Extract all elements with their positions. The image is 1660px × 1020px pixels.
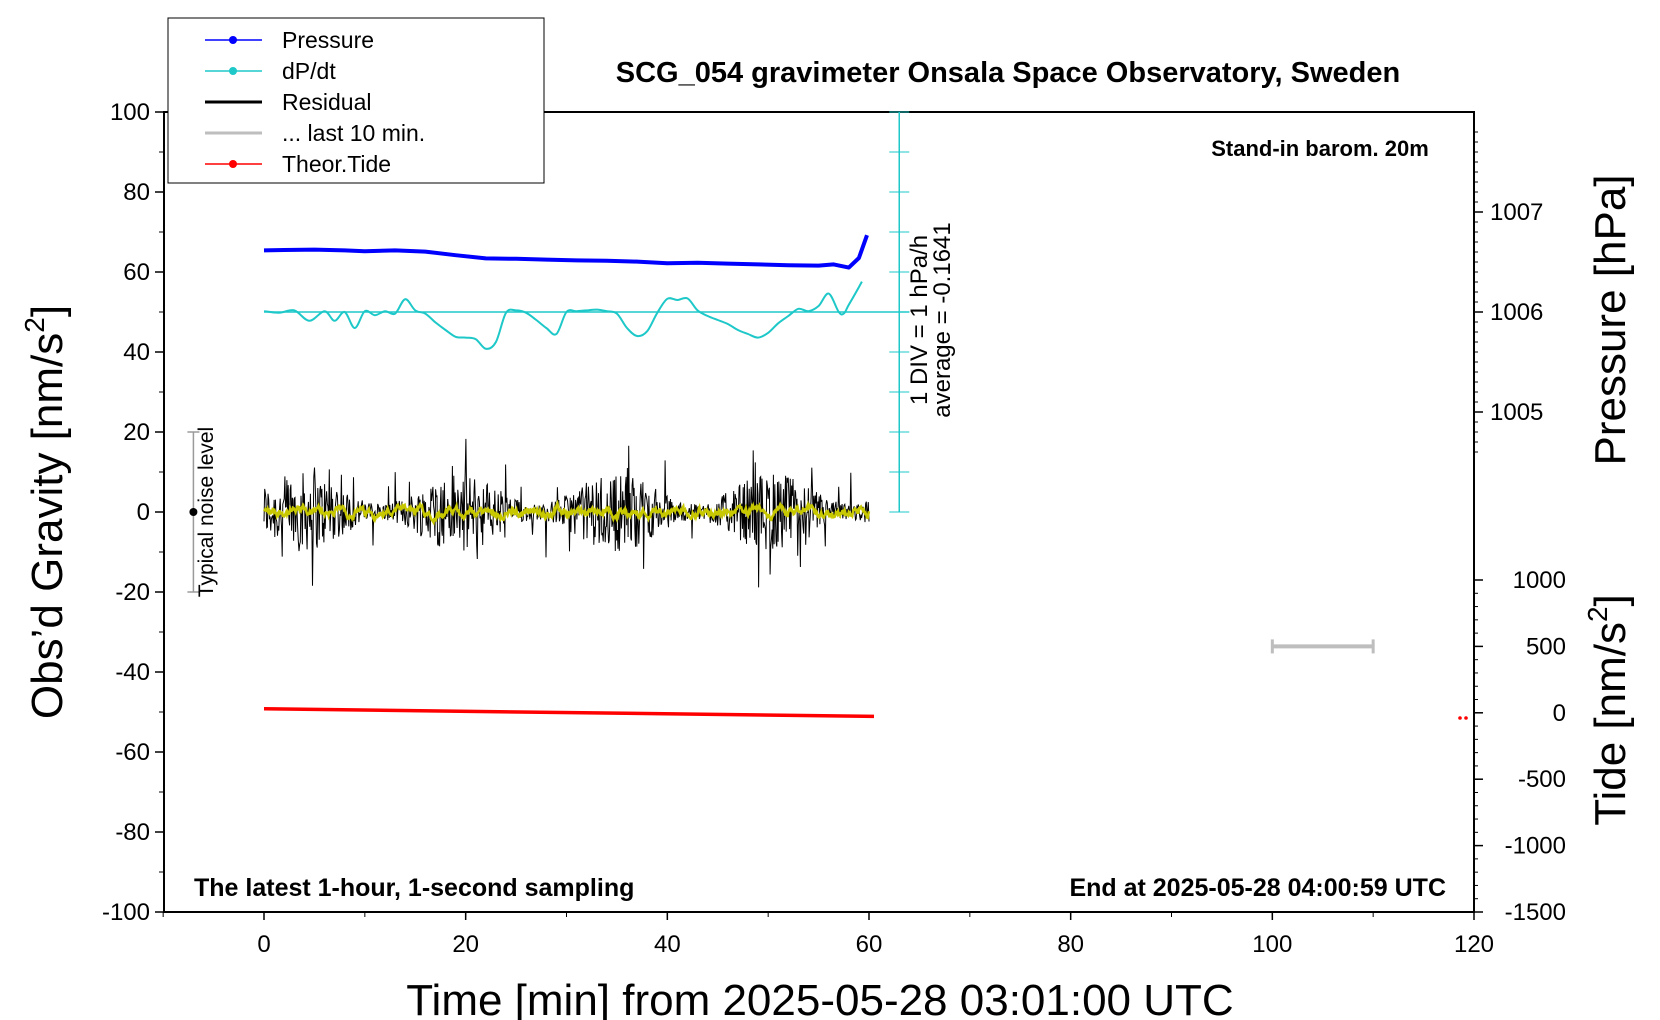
y-left-tick-label: 40: [123, 339, 150, 366]
y-axis-title-left-main: Obs’d Gravity [nm/s: [23, 333, 72, 719]
chart-subtitle: Stand-in barom. 20m: [1211, 136, 1429, 161]
y-left-tick-label: 60: [123, 259, 150, 286]
tide-axis-title-close: ]: [1586, 594, 1635, 606]
pressure-tick-label: 1006: [1490, 299, 1543, 326]
tide-tick-label: 500: [1526, 633, 1566, 660]
y-left-tick-label: 80: [123, 179, 150, 206]
legend-marker: [229, 36, 237, 44]
x-axis-title: Time [min] from 2025-05-28 03:01:00 UTC: [406, 976, 1233, 1020]
tide-tick-label: 1000: [1513, 567, 1566, 594]
residual-smoothed-line: [262, 499, 871, 527]
axes-group: 0 20 40 60 80 100 120 100 80 60 40 20 0 -20 -40 -60 -80 -…: [102, 99, 1566, 958]
x-tick-label: 20: [452, 931, 479, 958]
x-tick-label: 120: [1454, 931, 1494, 958]
x-tick-label: 40: [654, 931, 681, 958]
x-tick-label: 0: [257, 931, 270, 958]
y-left-tick-label: 20: [123, 419, 150, 446]
tide-marker-dot: [1458, 716, 1462, 720]
legend-label: Residual: [282, 89, 372, 115]
dpdt-scale-label-2: average = -0.1641: [929, 222, 956, 417]
chart-title: SCG_054 gravimeter Onsala Space Observat…: [616, 57, 1400, 89]
tide-tick-label: -1500: [1505, 899, 1566, 926]
pressure-tick-label: 1007: [1490, 199, 1543, 226]
pressure-axis-title: Pressure [hPa]: [1586, 174, 1635, 465]
series-group: [187, 111, 1468, 720]
y-left-tick-label: -40: [115, 659, 150, 686]
tide-axis-title-main: Tide [nm/s: [1586, 622, 1635, 826]
pressure-line: [263, 234, 869, 270]
y-left-tick-label: -60: [115, 739, 150, 766]
y-axis-title-left: Obs’d Gravity [nm/s2]: [19, 305, 72, 719]
legend-marker: [229, 160, 237, 168]
y-left-tick-label: 100: [110, 99, 150, 126]
tide-tick-label: -500: [1518, 766, 1566, 793]
tide-axis-title-sup: 2: [1582, 606, 1613, 622]
y-left-tick-label: -80: [115, 819, 150, 846]
y-left-tick-label: 0: [137, 499, 150, 526]
tide-marker-dot: [1464, 716, 1468, 720]
typical-noise-center: [189, 508, 198, 516]
y-axis-title-left-sup: 2: [19, 317, 50, 333]
residual-line: [263, 438, 870, 588]
tide-line: [263, 707, 875, 719]
typical-noise-label: Typical noise level: [195, 427, 218, 597]
dpdt-scale-label-1: 1 DIV = 1 hPa/h: [906, 235, 933, 405]
dpdt-line: [263, 281, 863, 350]
legend-marker: [229, 67, 237, 75]
pressure-tick-label: 1005: [1490, 399, 1543, 426]
legend-label: Theor.Tide: [282, 151, 391, 177]
x-tick-label: 100: [1252, 931, 1292, 958]
tide-axis-title: Tide [nm/s2]: [1582, 594, 1635, 826]
x-tick-label: 60: [856, 931, 883, 958]
tide-tick-label: -1000: [1505, 833, 1566, 860]
y-left-tick-label: -20: [115, 579, 150, 606]
x-tick-label: 80: [1057, 931, 1084, 958]
legend: Pressure dP/dt Residual ... last 10 min. The…: [167, 17, 545, 184]
y-axis-title-left-close: ]: [23, 305, 72, 317]
footer-left: The latest 1-hour, 1-second sampling: [194, 874, 634, 902]
tide-tick-label: 0: [1553, 700, 1566, 727]
legend-label: dP/dt: [282, 58, 336, 84]
y-left-tick-label: -100: [102, 899, 150, 926]
legend-label: Pressure: [282, 27, 374, 53]
plot-frame: [163, 111, 1475, 913]
footer-right: End at 2025-05-28 04:00:59 UTC: [1069, 874, 1446, 902]
legend-label: ... last 10 min.: [282, 120, 425, 146]
